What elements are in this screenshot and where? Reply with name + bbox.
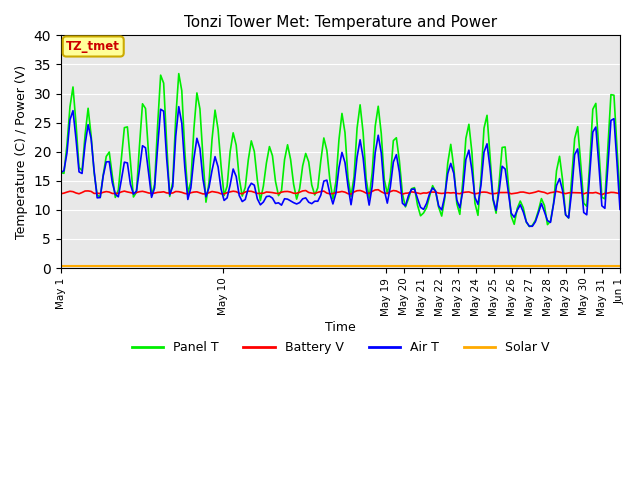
Air T: [486, 165, 494, 171]
Panel T: [141, 106, 149, 111]
Solar V: [141, 264, 149, 269]
X-axis label: Time: Time: [325, 321, 356, 334]
Panel T: [616, 194, 624, 200]
Y-axis label: Temperature (C) / Power (V): Temperature (C) / Power (V): [15, 65, 28, 239]
Panel T: [525, 224, 533, 229]
Panel T: [486, 154, 494, 159]
Legend: Panel T, Battery V, Air T, Solar V: Panel T, Battery V, Air T, Solar V: [127, 336, 554, 360]
Solar V: [57, 264, 65, 269]
Air T: [577, 176, 584, 181]
Air T: [175, 104, 182, 109]
Air T: [616, 206, 624, 212]
Line: Panel T: Panel T: [61, 73, 620, 227]
Battery V: [616, 191, 624, 196]
Line: Battery V: Battery V: [61, 190, 620, 194]
Solar V: [404, 264, 412, 269]
Battery V: [486, 191, 494, 196]
Solar V: [571, 264, 579, 269]
Battery V: [408, 189, 415, 195]
Panel T: [383, 191, 391, 196]
Battery V: [323, 190, 331, 196]
Battery V: [598, 192, 605, 197]
Air T: [326, 191, 333, 196]
Panel T: [408, 186, 415, 192]
Line: Air T: Air T: [61, 107, 620, 226]
Air T: [529, 223, 536, 229]
Solar V: [380, 264, 388, 269]
Panel T: [57, 170, 65, 176]
Title: Tonzi Tower Met: Temperature and Power: Tonzi Tower Met: Temperature and Power: [184, 15, 497, 30]
Solar V: [323, 264, 331, 269]
Solar V: [483, 264, 491, 269]
Battery V: [383, 191, 391, 196]
Air T: [383, 200, 391, 206]
Text: TZ_tmet: TZ_tmet: [67, 40, 120, 53]
Panel T: [326, 177, 333, 183]
Battery V: [574, 190, 582, 196]
Air T: [57, 169, 65, 175]
Air T: [141, 145, 149, 151]
Battery V: [374, 187, 382, 192]
Panel T: [577, 160, 584, 166]
Battery V: [141, 189, 149, 195]
Solar V: [616, 264, 624, 269]
Panel T: [175, 71, 182, 76]
Air T: [408, 186, 415, 192]
Battery V: [57, 191, 65, 197]
